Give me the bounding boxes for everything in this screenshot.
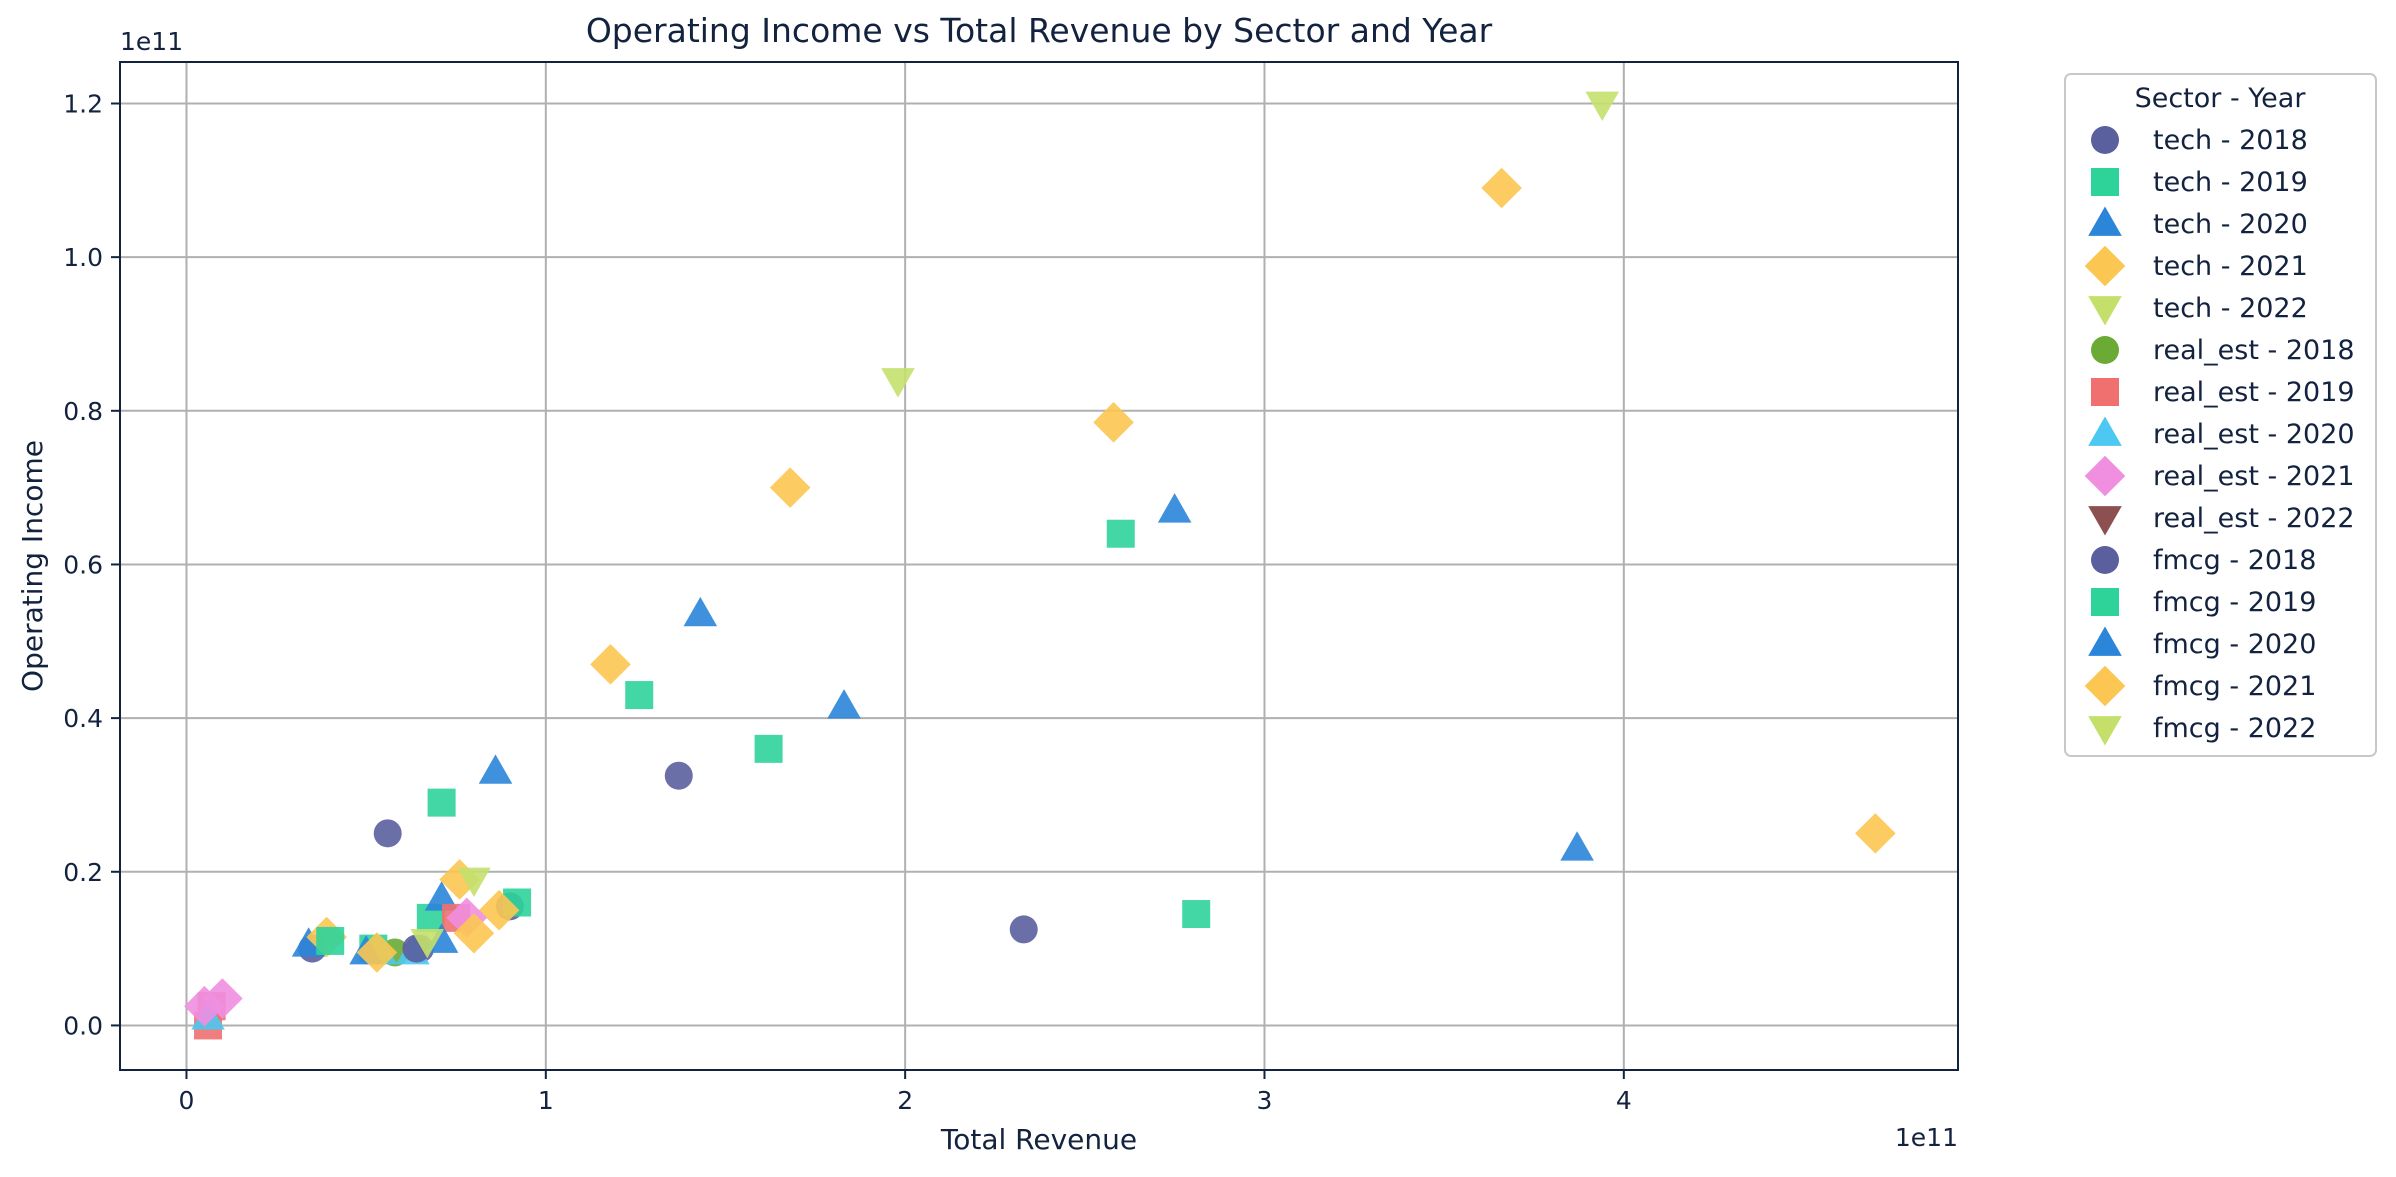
legend-marker <box>2088 716 2122 746</box>
series-real-est-2021 <box>184 897 488 1027</box>
data-points <box>184 91 1896 1040</box>
legend-marker <box>2091 168 2119 196</box>
data-point <box>827 689 861 719</box>
x-tick-label: 1 <box>538 1086 554 1115</box>
legend-items: tech - 2018 tech - 2019 tech - 2020 tech - … <box>2084 125 2355 746</box>
legend-marker <box>2084 665 2126 707</box>
series-fmcg-2022 <box>410 929 445 959</box>
legend-marker <box>2088 296 2122 326</box>
legend-label: real_est - 2021 <box>2153 461 2355 492</box>
data-point <box>424 881 459 911</box>
legend-label: fmcg - 2020 <box>2153 629 2316 660</box>
legend-marker <box>2088 506 2122 536</box>
x-tick-label: 2 <box>897 1086 913 1115</box>
x-tick-label: 4 <box>1616 1086 1632 1115</box>
legend-label: fmcg - 2018 <box>2153 545 2316 576</box>
data-point <box>202 978 243 1019</box>
legend-marker <box>2088 206 2122 236</box>
data-point <box>769 467 811 508</box>
legend-marker <box>2084 455 2126 497</box>
axis-ticks: 0 1 2 3 4 0.0 0.2 0.4 0.6 0.8 1.0 1.2 <box>63 89 1632 1115</box>
data-point <box>1093 402 1134 443</box>
legend-marker <box>2091 546 2119 574</box>
data-point <box>1481 167 1522 209</box>
x-tick-label: 0 <box>179 1086 195 1115</box>
data-point <box>664 761 693 790</box>
series-fmcg-2021 <box>356 912 495 973</box>
data-point <box>590 644 631 685</box>
legend-marker <box>2088 416 2122 446</box>
legend-marker <box>2091 588 2119 616</box>
legend-label: tech - 2019 <box>2153 167 2308 198</box>
data-point <box>453 912 495 954</box>
series-tech-2020 <box>291 493 1594 957</box>
y-tick-label: 0.0 <box>63 1011 103 1040</box>
data-point <box>625 681 654 710</box>
data-point <box>1855 813 1896 854</box>
data-point <box>478 754 513 784</box>
legend-marker <box>2091 126 2119 154</box>
data-point <box>1106 519 1135 548</box>
x-axis-label: Total Revenue <box>940 1123 1137 1156</box>
y-tick-label: 1.0 <box>63 243 103 272</box>
data-point <box>439 859 480 900</box>
y-scale-label: 1e11 <box>120 27 183 56</box>
legend-label: real_est - 2018 <box>2153 335 2355 366</box>
data-point <box>683 596 718 627</box>
x-scale-label: 1e11 <box>1895 1123 1958 1152</box>
series-tech-2022 <box>457 91 1620 897</box>
legend-label: real_est - 2020 <box>2153 419 2355 450</box>
y-tick-label: 0.8 <box>63 397 103 426</box>
legend-marker <box>2084 245 2126 287</box>
y-tick-label: 0.2 <box>63 858 103 887</box>
data-point <box>1585 91 1620 121</box>
legend-marker <box>2088 626 2122 656</box>
data-point <box>316 926 345 955</box>
legend-label: real_est - 2022 <box>2153 503 2355 534</box>
y-tick-label: 1.2 <box>63 89 103 118</box>
legend-label: tech - 2020 <box>2153 209 2308 240</box>
legend-title: Sector - Year <box>2135 83 2307 114</box>
legend-box <box>2064 73 2377 757</box>
legend-label: fmcg - 2021 <box>2153 671 2316 702</box>
legend-label: tech - 2021 <box>2153 251 2308 282</box>
data-point <box>373 819 402 848</box>
data-point <box>1009 915 1038 944</box>
data-point <box>356 932 398 973</box>
legend-label: fmcg - 2022 <box>2153 713 2316 744</box>
data-point <box>881 368 915 398</box>
legend-label: real_est - 2019 <box>2153 377 2355 408</box>
data-point <box>754 734 783 763</box>
chart-title: Operating Income vs Total Revenue by Sec… <box>586 11 1493 50</box>
data-point <box>478 889 520 931</box>
data-point <box>1560 831 1594 861</box>
legend-label: tech - 2018 <box>2153 125 2308 156</box>
legend-label: tech - 2022 <box>2153 293 2308 324</box>
x-tick-label: 3 <box>1257 1086 1273 1115</box>
legend-label: fmcg - 2019 <box>2153 587 2316 618</box>
grid-lines <box>120 62 1958 1070</box>
data-point <box>457 867 491 897</box>
data-point <box>1157 493 1192 523</box>
y-axis-label: Operating Income <box>16 440 49 692</box>
data-point <box>446 897 488 939</box>
data-point <box>427 788 456 817</box>
legend-marker <box>2091 378 2119 406</box>
y-tick-label: 0.6 <box>63 550 103 579</box>
data-point <box>1182 900 1211 929</box>
y-tick-label: 0.4 <box>63 704 103 733</box>
plot-frame <box>119 61 1959 1071</box>
data-point <box>410 929 445 959</box>
legend-marker <box>2091 336 2119 364</box>
